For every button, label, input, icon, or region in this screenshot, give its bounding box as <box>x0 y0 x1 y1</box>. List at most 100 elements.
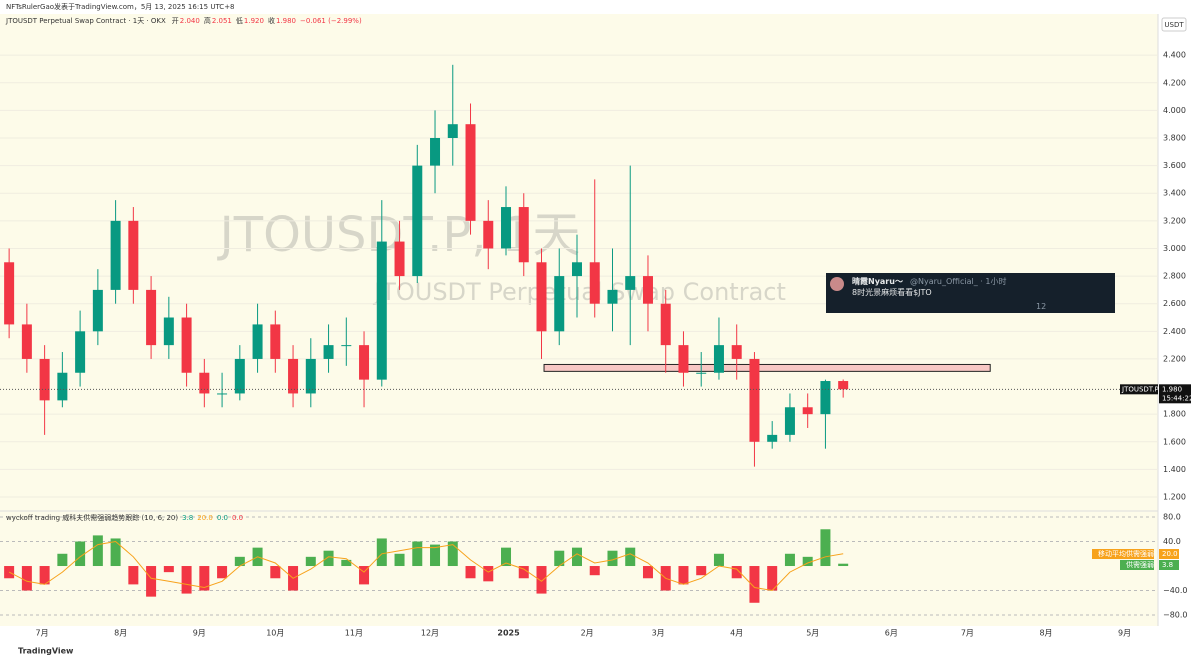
candle-body <box>21 324 32 359</box>
histogram-bar <box>642 566 653 579</box>
x-tick-label: 10月 <box>266 629 284 638</box>
y-tick-label: −80.0 <box>1163 611 1188 620</box>
candle-body <box>536 262 547 332</box>
histogram-bar <box>696 566 707 576</box>
histogram-bar <box>39 566 50 585</box>
candle-body <box>660 303 671 346</box>
footer: TradingView <box>18 647 74 656</box>
histogram-bar <box>376 538 387 567</box>
histogram-bar <box>57 553 68 567</box>
y-tick-label: 3.800 <box>1163 134 1186 143</box>
candle-body <box>110 220 121 290</box>
y-tick-label: 3.400 <box>1163 189 1186 198</box>
histogram-bar <box>217 566 228 579</box>
y-tick-label: 4.000 <box>1163 106 1186 115</box>
histogram-bar <box>341 559 352 567</box>
histogram-bar <box>465 566 476 579</box>
x-tick-label: 9月 <box>1118 629 1131 638</box>
histogram-bar <box>430 544 441 567</box>
ohlc-key: 开 <box>172 17 179 25</box>
plot-background <box>0 14 1158 626</box>
ohlc-value: 1.980 <box>276 17 296 25</box>
histogram-bar <box>199 566 210 591</box>
candle-body <box>501 207 512 249</box>
symbol-tag: JTOUSDT.P <box>1121 385 1159 393</box>
indicator-value: 20.0 <box>197 514 213 522</box>
symbol-tag-box <box>1120 384 1158 395</box>
candle-body <box>802 407 813 415</box>
histogram-bar <box>678 566 689 585</box>
price-tag-box <box>1159 384 1191 404</box>
ohlc-key: 低 <box>236 16 243 25</box>
x-tick-label: 6月 <box>885 629 898 638</box>
histogram-bar <box>181 566 192 594</box>
ohlc-key: 收 <box>268 16 275 25</box>
candle-body <box>465 124 476 221</box>
histogram-bar <box>571 547 582 567</box>
histogram-bar <box>234 556 245 567</box>
histogram-bar <box>75 541 86 567</box>
y-tick-label: 3.000 <box>1163 244 1186 253</box>
legend-entry: 移动平均供需强弱 <box>1098 549 1154 558</box>
y-tick-label: 1.200 <box>1163 493 1186 502</box>
zone <box>543 363 991 372</box>
candle-body <box>554 276 565 332</box>
candle-body <box>625 276 636 290</box>
attribution: NFTsRulerGao发表于TradingView.com，5月 13, 20… <box>6 2 235 11</box>
legend-box <box>1092 549 1154 559</box>
histogram-bar <box>554 550 565 567</box>
y-tick-label: 4.400 <box>1163 51 1186 60</box>
histogram-bar <box>483 566 494 582</box>
y-tick-label: 3.600 <box>1163 161 1186 170</box>
histogram-bar <box>625 547 636 567</box>
histogram-bar <box>820 529 831 567</box>
symbol-line: JTOUSDT Perpetual Swap Contract · 1天 · O… <box>5 17 166 25</box>
candle-body <box>571 262 582 277</box>
countdown: 15:44:22 <box>1162 394 1193 402</box>
x-tick-label: 7月 <box>36 629 49 638</box>
histogram-bar <box>394 553 405 567</box>
value-tag-box <box>1159 549 1179 559</box>
y-tick-label: 2.800 <box>1163 272 1186 281</box>
candle-body <box>838 381 849 390</box>
histogram-bar <box>270 566 281 579</box>
tweet-card: 晴霞Nyaru～ @Nyaru_Official_ · 1小时 8时光景麻烦看看… <box>826 273 1115 313</box>
y-tick-label: 1.800 <box>1163 410 1186 419</box>
y-tick-label: 4.200 <box>1163 78 1186 87</box>
avatar <box>830 277 844 291</box>
candle-body <box>518 207 529 263</box>
candle-body <box>199 372 210 394</box>
candle-body <box>376 241 387 380</box>
value-tag: 3.8 <box>1162 561 1173 569</box>
candle-body <box>359 345 370 380</box>
candle-body <box>447 124 458 138</box>
candle-body <box>731 345 742 359</box>
y-tick-label: 1.400 <box>1163 465 1186 474</box>
tweet-text: 8时光景麻烦看看$JTO <box>852 288 932 297</box>
tweet-views[interactable]: 12 <box>1036 302 1047 311</box>
histogram-bar <box>589 566 600 576</box>
y-tick-label: 3.200 <box>1163 216 1186 225</box>
histogram-bar <box>731 566 742 579</box>
histogram-bar <box>501 547 512 567</box>
candle-body <box>642 276 653 304</box>
change: −0.061 (−2.99%) <box>300 17 362 25</box>
histogram-bar <box>92 535 103 567</box>
candle-body <box>252 324 263 359</box>
histogram-bar <box>713 553 724 567</box>
price-tag: 1.980 <box>1162 385 1182 393</box>
x-tick-label: 12月 <box>421 629 439 638</box>
histogram-bar <box>359 566 370 585</box>
candle-body <box>270 324 281 359</box>
histogram-bar <box>146 566 157 597</box>
candle-body <box>163 317 174 346</box>
value-tag: 20.0 <box>1162 550 1178 558</box>
histogram-bar <box>412 541 423 567</box>
histogram-bar <box>838 563 849 567</box>
candle-body <box>820 381 831 415</box>
ohlc-value: 1.920 <box>244 17 264 25</box>
histogram-bar <box>802 556 813 567</box>
candle-body <box>323 345 334 359</box>
y-tick-label: 2.600 <box>1163 299 1186 308</box>
